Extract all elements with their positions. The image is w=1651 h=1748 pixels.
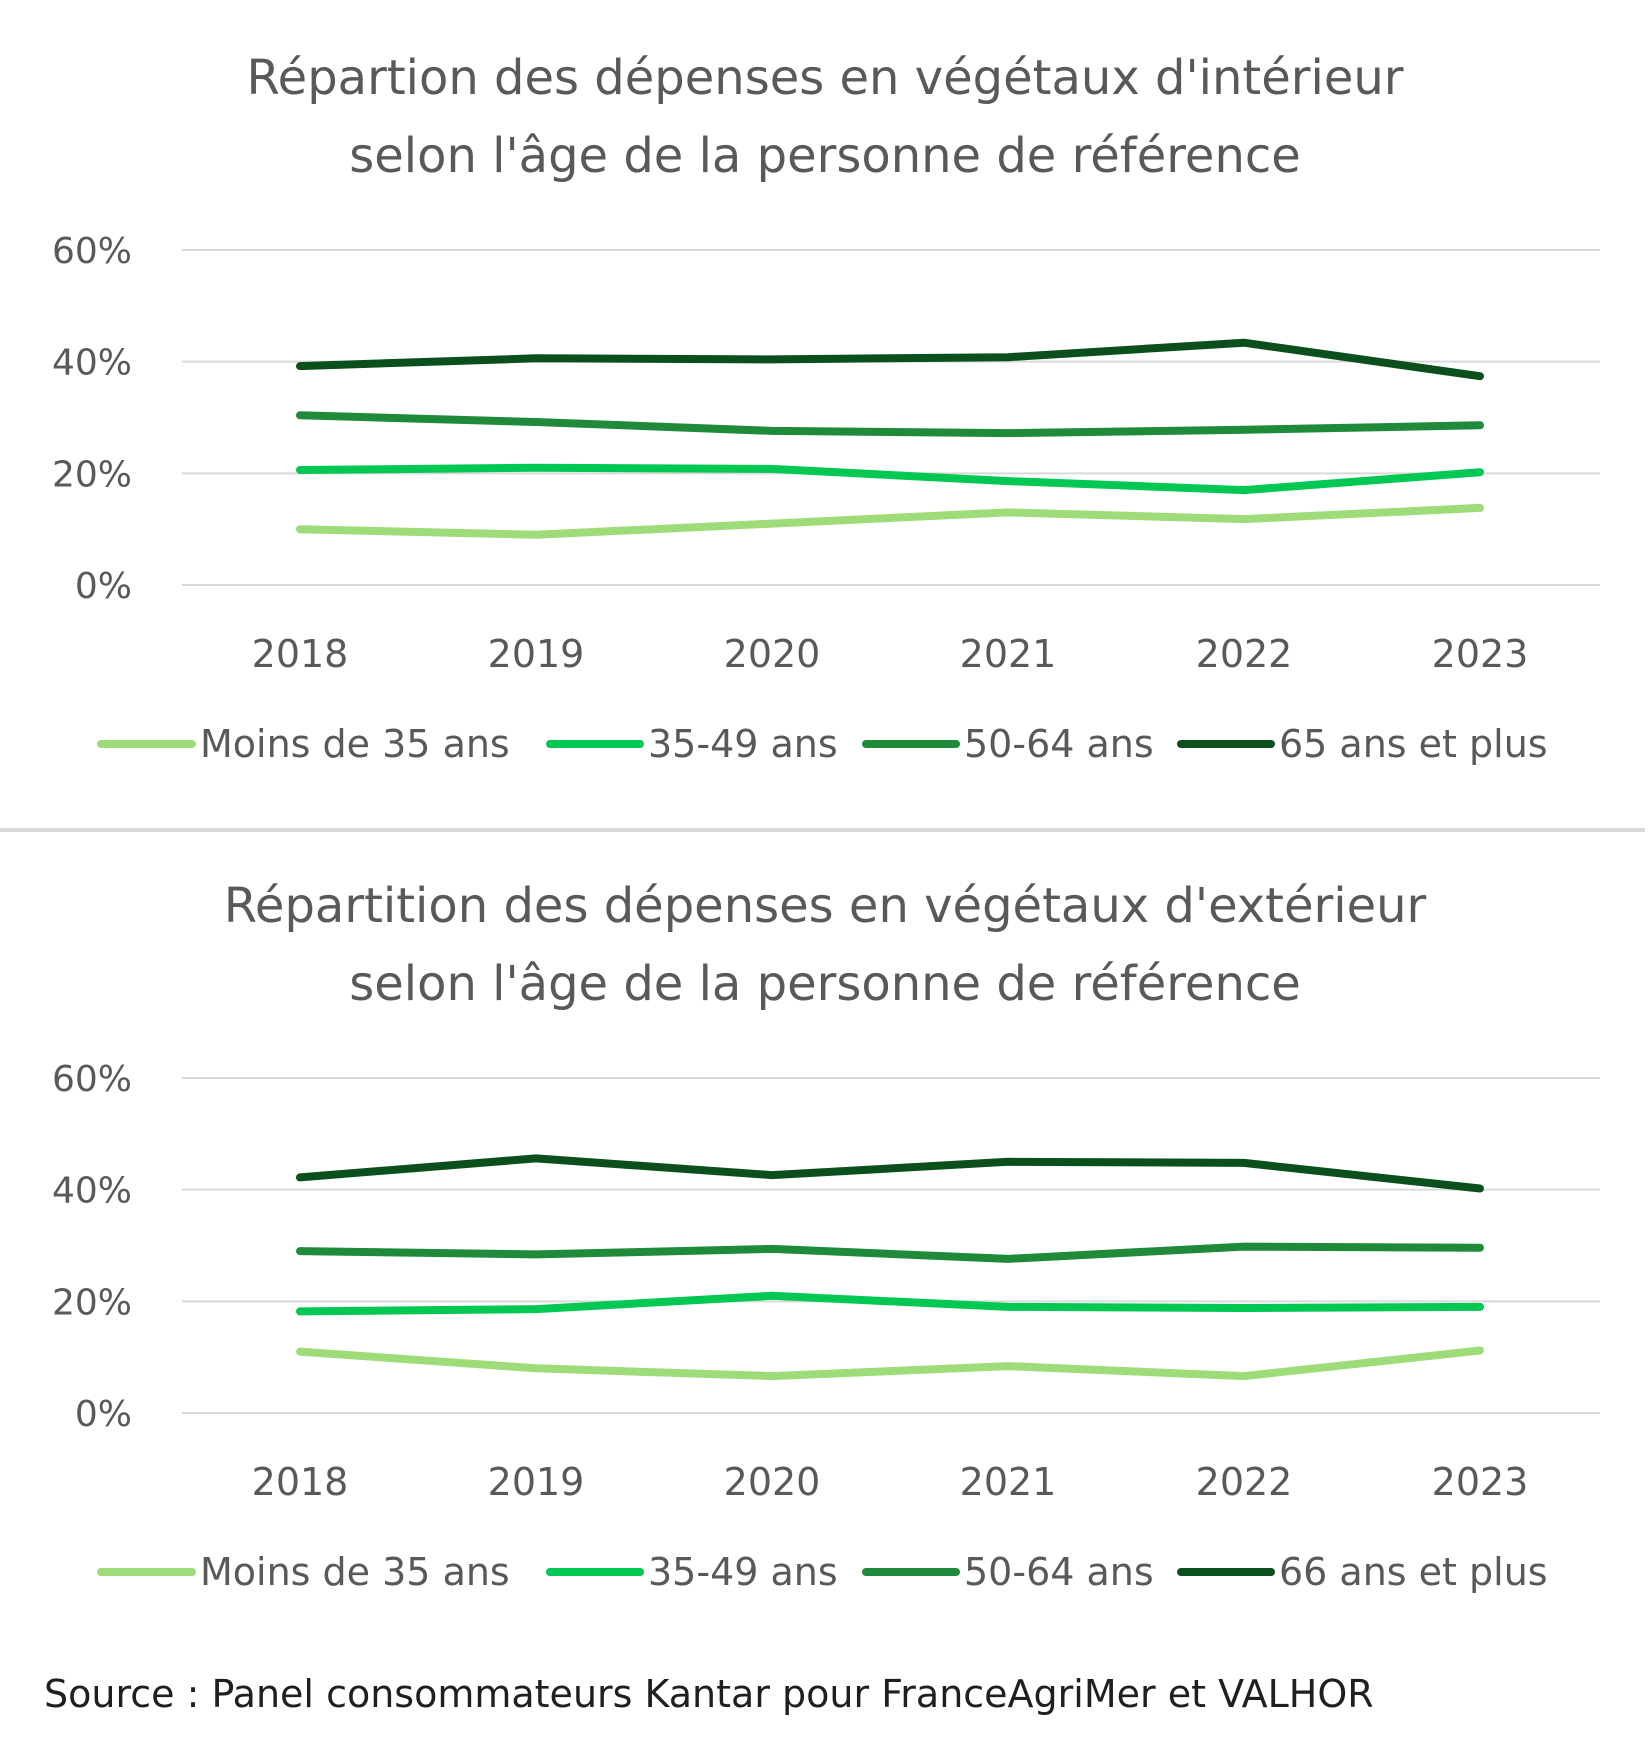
series-line-2 xyxy=(296,463,1484,495)
legend-label: 35-49 ans xyxy=(648,722,838,766)
legend-label: Moins de 35 ans xyxy=(200,1550,510,1594)
y-tick-label: 60% xyxy=(52,1059,132,1100)
legend-label: 65 ans et plus xyxy=(1279,722,1548,766)
chart-title-line-1: Répartition des dépenses en végétaux d'e… xyxy=(224,878,1427,934)
series-line-4 xyxy=(296,1154,1484,1193)
legend-label: Moins de 35 ans xyxy=(200,722,510,766)
series-line-1 xyxy=(296,503,1484,539)
chart-interieur: Répartion des dépenses en végétaux d'int… xyxy=(0,0,1651,828)
chart-title-line-2: selon l'âge de la personne de référence xyxy=(349,956,1301,1012)
y-tick-label: 40% xyxy=(52,1171,132,1212)
y-tick-label: 20% xyxy=(52,1282,132,1323)
legend-label: 66 ans et plus xyxy=(1279,1550,1548,1594)
y-tick-label: 20% xyxy=(52,454,132,495)
source-note: Source : Panel consommateurs Kantar pour… xyxy=(44,1672,1374,1716)
legend-label: 35-49 ans xyxy=(648,1550,838,1594)
legend-label: 50-64 ans xyxy=(964,722,1154,766)
series-line-1 xyxy=(296,1346,1484,1381)
series-line-4 xyxy=(296,338,1484,381)
y-tick-label: 0% xyxy=(75,566,132,607)
x-tick-label: 2019 xyxy=(488,632,585,676)
x-tick-label: 2023 xyxy=(1432,1460,1529,1504)
x-tick-label: 2020 xyxy=(724,1460,821,1504)
x-tick-label: 2018 xyxy=(252,1460,349,1504)
chart-divider xyxy=(0,828,1645,832)
chart-title-line-1: Répartion des dépenses en végétaux d'int… xyxy=(246,50,1403,106)
x-tick-label: 2022 xyxy=(1196,1460,1293,1504)
x-tick-label: 2019 xyxy=(488,1460,585,1504)
y-tick-label: 0% xyxy=(75,1394,132,1435)
legend-label: 50-64 ans xyxy=(964,1550,1154,1594)
series-line-3 xyxy=(296,1242,1484,1263)
x-tick-label: 2022 xyxy=(1196,632,1293,676)
x-tick-label: 2020 xyxy=(724,632,821,676)
series-line-2 xyxy=(296,1291,1484,1316)
x-tick-label: 2023 xyxy=(1432,632,1529,676)
chart-interieur-svg: Répartion des dépenses en végétaux d'int… xyxy=(52,50,1600,766)
x-tick-label: 2018 xyxy=(252,632,349,676)
y-tick-label: 60% xyxy=(52,231,132,272)
series-line-3 xyxy=(296,411,1484,438)
x-tick-label: 2021 xyxy=(960,632,1057,676)
x-tick-label: 2021 xyxy=(960,1460,1057,1504)
chart-exterieur: Répartition des dépenses en végétaux d'e… xyxy=(0,828,1651,1656)
chart-title-line-2: selon l'âge de la personne de référence xyxy=(349,128,1301,184)
chart-exterieur-svg: Répartition des dépenses en végétaux d'e… xyxy=(52,878,1600,1594)
y-tick-label: 40% xyxy=(52,343,132,384)
